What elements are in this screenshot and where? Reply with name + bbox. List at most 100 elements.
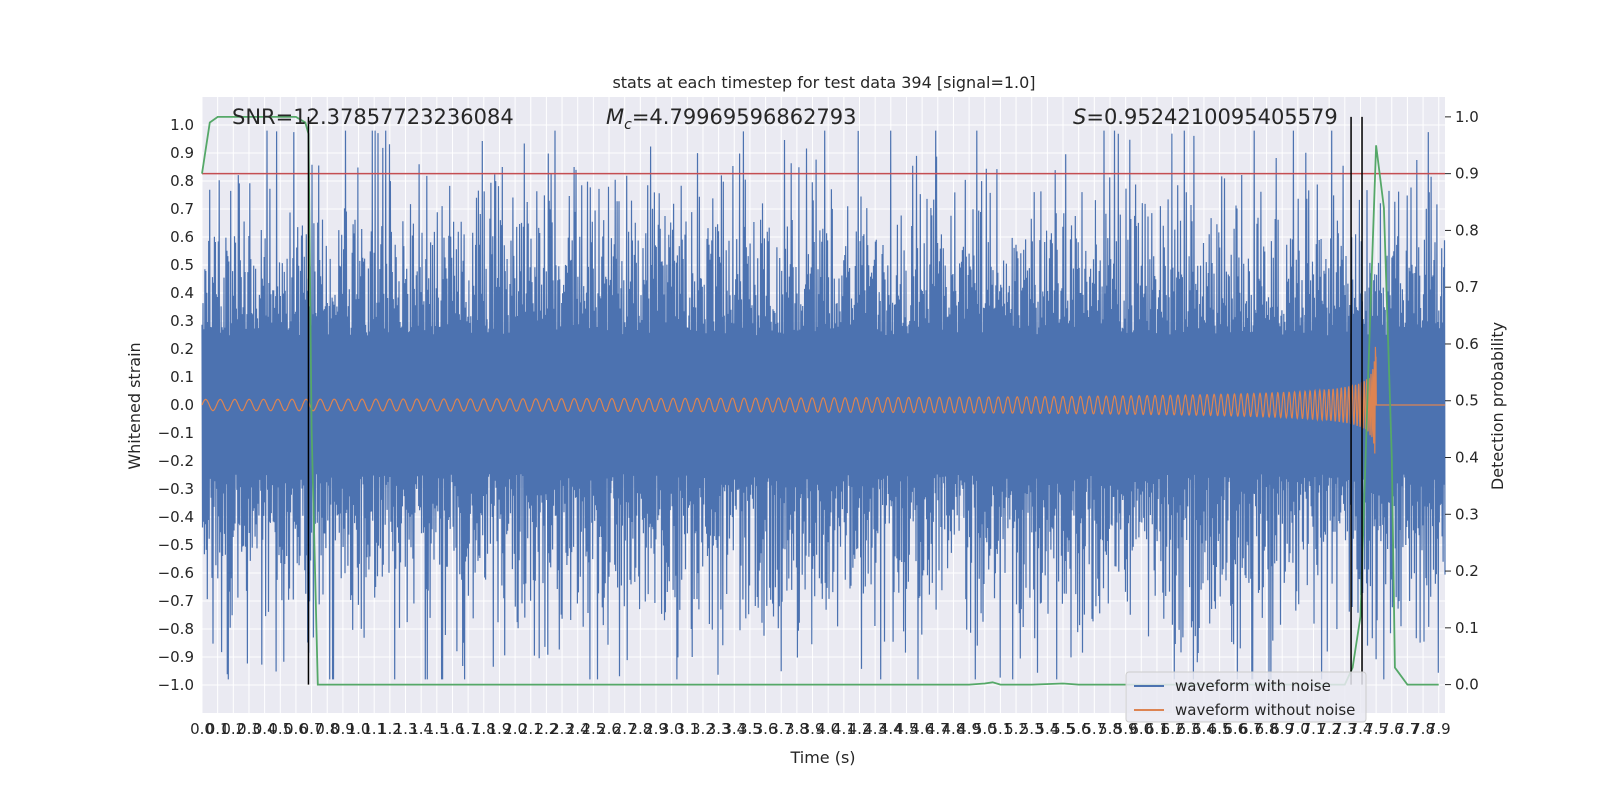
y-tick-label: −0.2 [158,452,194,470]
x-tick-label: 1.6 [441,720,465,738]
legend-label-noise: waveform with noise [1175,677,1331,695]
y2-tick-label: 0.7 [1455,278,1479,296]
x-tick-label: 6.0 [1129,720,1153,738]
x-tick-label: 1.7 [456,720,480,738]
plot-area [201,97,1446,713]
y-tick-label: 0.5 [170,256,194,274]
x-tick-label: 0.8 [315,720,339,738]
y2-axis-label: Detection probability [1488,322,1507,490]
x-tick-label: 0.4 [253,720,277,738]
y-tick-label: 0.3 [170,312,194,330]
x-tick-label: 5.9 [1114,720,1138,738]
x-tick-label: 0.5 [268,720,292,738]
snr-annotation: SNR=12.37857723236084 [232,105,514,129]
x-tick-label: 5.3 [1020,720,1044,738]
x-tick-label: 7.1 [1302,720,1326,738]
x-tick-label: 2.0 [503,720,527,738]
legend-label-clean: waveform without noise [1175,701,1355,719]
y-tick-label: −0.6 [158,564,194,582]
s-annotation: S=0.9524210095405579 [1073,105,1338,129]
y2-tick-label: 0.1 [1455,619,1479,637]
chirp-mass-value: =4.79969596862793 [632,105,857,129]
x-tick-label: 0.2 [221,720,245,738]
x-tick-label: 4.5 [895,720,919,738]
x-tick-label: 7.3 [1333,720,1357,738]
x-tick-label: 1.2 [378,720,402,738]
x-tick-label: 3.9 [801,720,825,738]
noisy-waveform-line [201,130,1446,680]
x-tick-label: 1.5 [425,720,449,738]
y-tick-label: 0.0 [170,396,194,414]
legend: waveform with noise waveform without noi… [1125,671,1367,723]
chirp-mass-annotation: Mc=4.79969596862793 [606,105,857,133]
x-tick-label: 4.2 [848,720,872,738]
x-tick-label: 6.4 [1192,720,1216,738]
x-tick-label: 4.7 [926,720,950,738]
x-tick-label: 7.4 [1349,720,1373,738]
y-tick-label: 0.6 [170,228,194,246]
x-tick-label: 6.9 [1270,720,1294,738]
x-tick-label: 5.5 [1051,720,1075,738]
y2-axis-ticks: 1.0 0.9 0.8 0.7 0.6 0.5 0.4 0.3 0.2 0.1 0.0 [1445,108,1479,694]
chirp-mass-symbol: M [606,105,624,129]
x-tick-label: 3.6 [754,720,778,738]
x-tick-label: 3.4 [722,720,746,738]
x-tick-label: 7.7 [1395,720,1419,738]
x-tick-label: 4.0 [816,720,840,738]
x-tick-label: 7.9 [1427,720,1451,738]
x-tick-label: 0.6 [284,720,308,738]
y-tick-label: −1.0 [158,676,194,694]
x-tick-label: 2.8 [628,720,652,738]
y-axis-ticks: 1.0 0.9 0.8 0.7 0.6 0.5 0.4 0.3 0.2 0.1 0.0 −0.1 −0.… [158,116,194,694]
x-tick-label: 1.1 [362,720,386,738]
x-tick-label: 1.8 [472,720,496,738]
clean-waveform-line [201,346,1445,454]
x-tick-label: 3.2 [691,720,715,738]
x-tick-label: 7.8 [1411,720,1435,738]
chart-title: stats at each timestep for test data 394… [612,73,1035,92]
s-value: =0.9524210095405579 [1086,105,1337,129]
x-tick-label: 2.9 [644,720,668,738]
x-tick-label: 6.6 [1223,720,1247,738]
s-symbol: S [1073,105,1086,129]
x-tick-label: 3.3 [707,720,731,738]
y-tick-label: −0.9 [158,648,194,666]
x-tick-label: 2.5 [581,720,605,738]
x-tick-label: 6.7 [1239,720,1263,738]
y-tick-label: −0.5 [158,536,194,554]
x-tick-label: 4.6 [910,720,934,738]
x-tick-label: 3.1 [675,720,699,738]
x-tick-label: 4.8 [942,720,966,738]
y2-tick-label: 0.8 [1455,221,1479,239]
x-tick-label: 3.5 [738,720,762,738]
x-tick-label: 5.6 [1067,720,1091,738]
x-axis-ticks: 0.00.10.20.30.40.50.60.70.80.91.01.11.21… [190,720,1451,738]
y2-tick-label: 0.0 [1455,676,1479,694]
y2-tick-label: 0.6 [1455,335,1479,353]
x-tick-label: 5.1 [988,720,1012,738]
x-tick-label: 5.8 [1098,720,1122,738]
x-tick-label: 2.2 [534,720,558,738]
x-tick-label: 5.4 [1035,720,1059,738]
y-tick-label: −0.1 [158,424,194,442]
x-tick-label: 0.1 [206,720,230,738]
x-tick-label: 7.0 [1286,720,1310,738]
y-tick-label: −0.8 [158,620,194,638]
y2-tick-label: 0.9 [1455,165,1479,183]
x-tick-label: 2.3 [550,720,574,738]
y-tick-label: −0.4 [158,508,194,526]
x-tick-label: 7.2 [1317,720,1341,738]
y-tick-label: −0.7 [158,592,194,610]
y2-tick-label: 0.3 [1455,505,1479,523]
y-tick-label: 0.1 [170,368,194,386]
x-tick-label: 4.3 [863,720,887,738]
x-tick-label: 7.6 [1380,720,1404,738]
y-tick-label: 0.4 [170,284,194,302]
x-tick-label: 4.9 [957,720,981,738]
y-axis-label: Whitened strain [125,342,144,469]
y-tick-label: 1.0 [170,116,194,134]
x-tick-label: 7.5 [1364,720,1388,738]
x-tick-label: 2.6 [597,720,621,738]
x-tick-label: 5.7 [1082,720,1106,738]
x-tick-label: 0.7 [300,720,324,738]
